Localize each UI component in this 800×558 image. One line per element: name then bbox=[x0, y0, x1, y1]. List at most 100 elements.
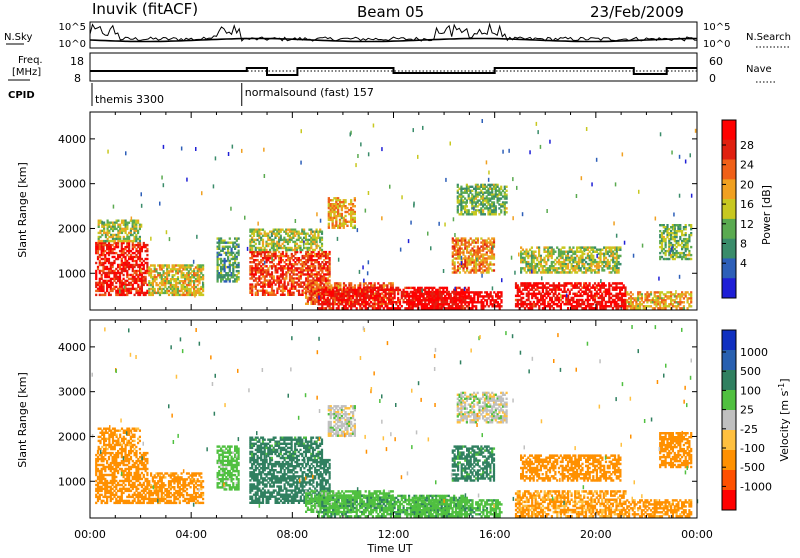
nsearch-tick-bottom: 10^0 bbox=[703, 39, 730, 50]
power-cell bbox=[446, 303, 448, 305]
power-cell bbox=[117, 258, 119, 260]
power-cell bbox=[278, 243, 280, 245]
power-cell bbox=[462, 207, 464, 209]
power-cell bbox=[484, 213, 486, 215]
power-cell bbox=[141, 292, 143, 294]
power-cell bbox=[198, 282, 200, 284]
power-cell bbox=[345, 295, 347, 297]
power-cell bbox=[123, 278, 125, 280]
power-cell bbox=[365, 299, 367, 301]
power-cell bbox=[155, 278, 157, 280]
power-cell bbox=[294, 288, 296, 290]
power-cell bbox=[275, 257, 277, 259]
cpid-segment-0: themis 3300 bbox=[95, 93, 164, 106]
power-cell bbox=[128, 238, 130, 240]
power-cell bbox=[344, 201, 346, 203]
power-cell bbox=[461, 299, 463, 301]
power-cell bbox=[377, 282, 379, 284]
power-cell bbox=[128, 278, 130, 280]
power-cell bbox=[386, 305, 388, 307]
power-cell bbox=[232, 272, 234, 274]
power-cell bbox=[462, 201, 464, 203]
power-cell bbox=[238, 254, 240, 256]
power-cell bbox=[543, 251, 545, 254]
power-cell bbox=[461, 307, 463, 309]
power-cell bbox=[464, 307, 466, 309]
power-cell bbox=[305, 237, 307, 239]
power-cell bbox=[202, 294, 204, 296]
power-cell bbox=[299, 237, 301, 239]
power-cell bbox=[493, 257, 495, 259]
power-cell bbox=[538, 307, 540, 310]
date-title: 23/Feb/2009 bbox=[590, 3, 684, 21]
power-cell bbox=[365, 282, 367, 284]
power-cell bbox=[563, 246, 565, 249]
power-cell bbox=[489, 194, 491, 196]
power-cell bbox=[350, 307, 352, 309]
power-cell bbox=[134, 288, 136, 290]
power-cell bbox=[202, 278, 204, 280]
power-cell bbox=[370, 301, 372, 303]
power-cell bbox=[321, 233, 323, 235]
power-cell bbox=[323, 307, 325, 309]
power-cell bbox=[123, 274, 125, 276]
power-cell bbox=[217, 280, 219, 282]
power-cell bbox=[379, 299, 381, 301]
power-cell bbox=[128, 284, 130, 286]
power-cell bbox=[419, 297, 421, 299]
power-cell bbox=[305, 294, 307, 296]
freq-label: Freq. bbox=[18, 55, 43, 66]
power-cell bbox=[394, 293, 396, 295]
nsearch-label: N.Search bbox=[746, 32, 791, 43]
power-cell bbox=[265, 249, 267, 251]
power-cell bbox=[412, 307, 414, 309]
power-cell bbox=[123, 270, 125, 272]
power-cell bbox=[139, 228, 141, 230]
power-cell bbox=[343, 282, 345, 284]
cpid-segment-1: normalsound (fast) 157 bbox=[245, 86, 374, 99]
power-cell bbox=[231, 250, 233, 252]
power-cell bbox=[112, 272, 114, 274]
power-cell bbox=[236, 240, 238, 242]
power-cell bbox=[110, 294, 112, 296]
power-cell bbox=[339, 282, 341, 284]
power-cell bbox=[276, 271, 278, 273]
power-cell bbox=[462, 195, 464, 197]
power-cell bbox=[255, 243, 257, 245]
power-cell bbox=[558, 293, 560, 296]
power-cell bbox=[341, 209, 343, 211]
power-cell bbox=[321, 239, 323, 241]
power-cell bbox=[605, 284, 607, 287]
power-cell bbox=[543, 271, 545, 274]
power-cell bbox=[255, 288, 257, 290]
power-cell bbox=[352, 297, 354, 299]
power-cell bbox=[325, 307, 327, 309]
power-cell bbox=[572, 261, 574, 264]
power-cell bbox=[379, 307, 381, 309]
power-cell bbox=[238, 266, 240, 268]
power-cell bbox=[139, 226, 141, 228]
power-cell bbox=[146, 244, 148, 246]
power-cell bbox=[522, 293, 524, 296]
power-cell bbox=[141, 258, 143, 260]
power-cell bbox=[500, 211, 502, 213]
power-cell bbox=[473, 301, 475, 303]
nave-label: Nave bbox=[746, 64, 772, 75]
power-cell bbox=[117, 220, 119, 222]
power-cell bbox=[229, 237, 231, 239]
power-cell bbox=[488, 271, 490, 273]
power-cell bbox=[506, 197, 508, 199]
power-cell bbox=[379, 293, 381, 295]
power-cell bbox=[112, 256, 114, 258]
power-cell bbox=[339, 289, 341, 291]
power-cell bbox=[264, 286, 266, 288]
power-cell bbox=[399, 307, 401, 309]
power-cell bbox=[283, 237, 285, 239]
power-cell bbox=[280, 237, 282, 239]
power-cell bbox=[112, 244, 114, 246]
power-cell bbox=[130, 232, 132, 234]
power-cell bbox=[130, 292, 132, 294]
power-cell bbox=[106, 268, 108, 270]
power-cell bbox=[329, 265, 331, 267]
power-cell bbox=[433, 287, 435, 289]
